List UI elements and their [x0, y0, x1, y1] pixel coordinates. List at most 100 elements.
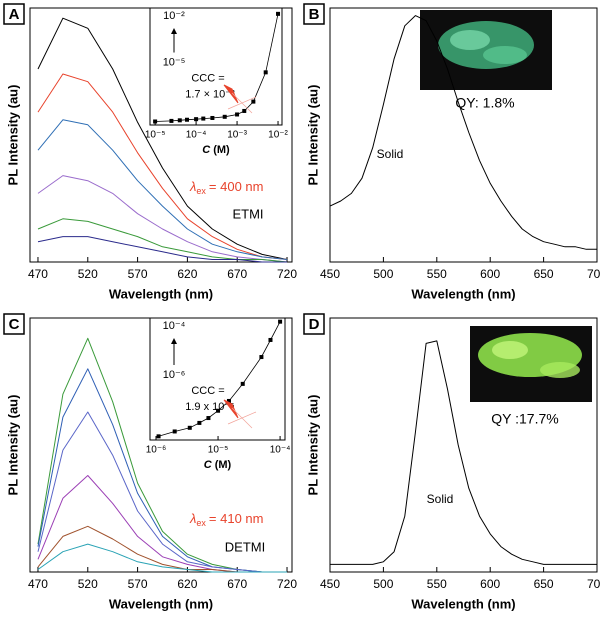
spectrum-line — [37, 73, 288, 260]
ccc-guide — [231, 92, 253, 114]
photo-d — [470, 326, 592, 402]
x-tick-label: 670 — [227, 267, 247, 281]
data-point — [240, 381, 245, 386]
x-tick-label: 520 — [78, 577, 98, 591]
inset-x-tick-label: 10⁻⁵ — [145, 130, 166, 141]
data-point — [197, 420, 202, 425]
x-tick-label: 670 — [227, 577, 247, 591]
ccc-value: 1.9 x 10⁻⁵ — [185, 401, 235, 413]
x-tick-label: 600 — [480, 267, 500, 281]
spectrum-line — [330, 340, 597, 565]
photo-b — [420, 10, 552, 90]
range-low: 10⁻⁵ — [163, 56, 186, 68]
lambda: λ — [189, 179, 196, 194]
inset-x-axis-label: C (M) — [202, 144, 230, 156]
plot-frame — [329, 317, 598, 573]
spectrum-line — [37, 17, 288, 260]
y-axis-label: PL Intensity (au) — [5, 395, 20, 496]
data-point — [222, 114, 227, 119]
inset-x-tick-label: 10⁻⁴ — [270, 445, 291, 456]
range-low: 10⁻⁶ — [163, 369, 186, 381]
sample-label: DETMI — [225, 539, 265, 554]
inset-frame — [149, 317, 286, 441]
x-axis-label: Wavelength (nm) — [109, 596, 213, 611]
data-point — [172, 429, 177, 434]
data-point — [153, 119, 158, 124]
x-tick-label: 650 — [534, 267, 554, 281]
range-high: 10⁻² — [163, 10, 185, 22]
quantum-yield: QY: 1.8% — [455, 95, 514, 111]
data-point — [206, 416, 211, 421]
phase-label: Solid — [377, 147, 404, 161]
panel-label: D — [309, 316, 320, 333]
excitation-value: = 400 nm — [209, 179, 264, 194]
x-tick-label: 570 — [128, 577, 148, 591]
quantum-yield: QY :17.7% — [491, 411, 558, 427]
x-tick-label: 570 — [128, 267, 148, 281]
spectrum-line — [37, 543, 287, 573]
lambda: λ — [189, 511, 196, 526]
spectrum-line — [37, 119, 288, 260]
subscript: ex — [196, 518, 206, 528]
inset-x-tick-label: 10⁻⁶ — [146, 445, 167, 456]
panel-label: A — [9, 6, 20, 23]
panel-label: B — [309, 6, 320, 23]
data-point — [210, 115, 215, 120]
data-point — [177, 118, 182, 123]
data-point — [194, 117, 199, 122]
panel-label-box — [3, 3, 25, 25]
x-tick-label: 470 — [28, 267, 48, 281]
x-tick-label: 450 — [320, 577, 340, 591]
x-tick-label: 450 — [320, 267, 340, 281]
x-tick-label: 620 — [177, 267, 197, 281]
data-point — [201, 116, 206, 121]
data-point — [216, 408, 221, 413]
data-point — [278, 319, 283, 324]
x-tick-label: 500 — [373, 267, 393, 281]
x-tick-label: 720 — [277, 267, 297, 281]
data-point — [156, 434, 161, 439]
x-tick-label: 700 — [587, 577, 600, 591]
excitation-label: λex = 400 nm — [189, 179, 264, 196]
ccc-value: 1.7 × 10⁻³ — [185, 88, 235, 100]
x-tick-label: 700 — [587, 267, 600, 281]
panel-label-box — [303, 3, 325, 25]
concentration-symbol: C — [202, 144, 211, 156]
spectrum-line — [37, 218, 288, 263]
inset-x-tick-label: 10⁻⁴ — [186, 130, 207, 141]
spectrum-line — [37, 411, 287, 573]
spectrum-line — [329, 15, 597, 250]
range-high: 10⁻⁴ — [163, 320, 186, 332]
y-axis-label: PL Intensity (au) — [305, 85, 320, 186]
inset-frame — [149, 7, 283, 126]
excitation-value: = 410 nm — [209, 511, 264, 526]
data-point — [184, 117, 189, 122]
panel-label-box — [3, 313, 25, 335]
data-point — [242, 108, 247, 113]
data-point — [235, 112, 240, 117]
data-point — [226, 398, 231, 403]
sample-label: ETMI — [232, 206, 263, 221]
excitation-label: λex = 410 nm — [189, 511, 264, 528]
x-tick-label: 720 — [277, 577, 297, 591]
concentration-symbol: C — [204, 459, 213, 471]
data-point — [187, 425, 192, 430]
x-tick-label: 550 — [427, 577, 447, 591]
inset-x-axis-label: C (M) — [204, 459, 232, 471]
data-point — [263, 70, 268, 75]
phase-label: Solid — [427, 492, 454, 506]
data-point — [268, 337, 273, 342]
x-tick-label: 470 — [28, 577, 48, 591]
x-axis-label: Wavelength (nm) — [109, 286, 213, 301]
x-tick-label: 500 — [373, 577, 393, 591]
spectrum-line — [37, 175, 288, 263]
concentration-unit: (M) — [213, 144, 230, 156]
x-axis-label: Wavelength (nm) — [411, 286, 515, 301]
inset-x-tick-label: 10⁻³ — [227, 130, 247, 141]
x-axis-label: Wavelength (nm) — [411, 596, 515, 611]
y-axis-label: PL Intensity (au) — [305, 395, 320, 496]
x-tick-label: 620 — [177, 577, 197, 591]
ccc-label: CCC = — [191, 72, 224, 84]
data-point — [259, 355, 264, 360]
